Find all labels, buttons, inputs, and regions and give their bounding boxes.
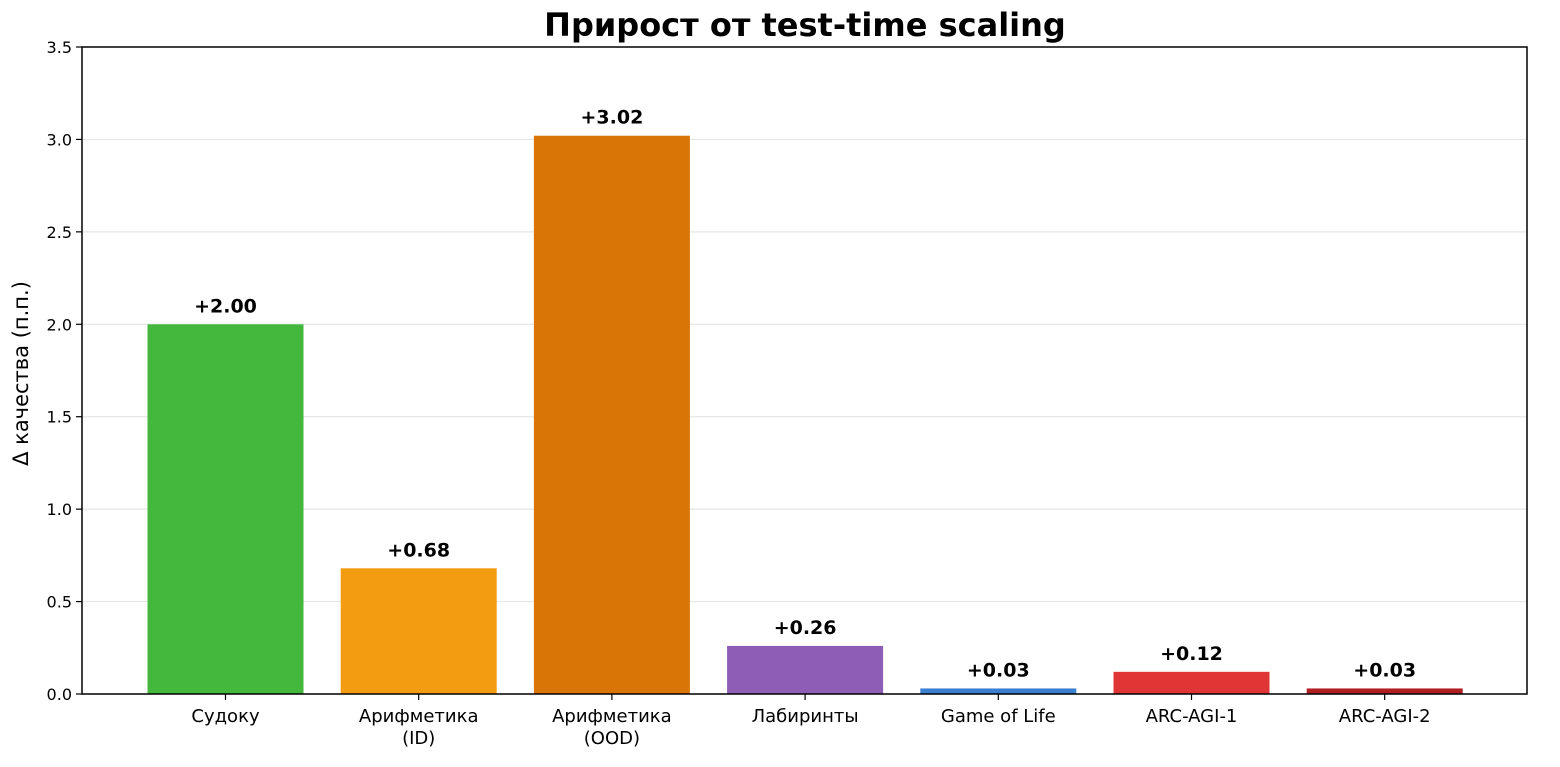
x-tick-label: Лабиринты	[752, 706, 859, 727]
bars	[147, 135, 1463, 694]
y-tick-label: 3.5	[47, 38, 72, 57]
x-tick-label-line: Арифметика	[359, 706, 479, 727]
x-tick-label: Game of Life	[941, 706, 1056, 727]
value-labels: +2.00 +0.68 +3.02 +0.26 +0.03 +0.12 +0.03	[194, 107, 1416, 682]
bar	[920, 688, 1077, 694]
x-tick-label-line: ARC-AGI-2	[1339, 706, 1431, 727]
y-axis-ticks: 0.0 0.5 1.0 1.5 2.0 2.5 3.0 3.5	[47, 38, 82, 704]
x-tick-label-line: ARC-AGI-1	[1146, 706, 1238, 727]
bar	[1113, 671, 1270, 694]
x-tick-label-line: Арифметика	[552, 706, 672, 727]
x-tick-label: ARC-AGI-1	[1146, 706, 1238, 727]
y-tick-label: 2.0	[47, 315, 72, 334]
x-tick-label: Арифметика (ID)	[359, 706, 479, 749]
data-label: +0.03	[1353, 659, 1416, 681]
bar	[727, 645, 884, 694]
chart-title: Прирост от test-time scaling	[544, 6, 1066, 44]
data-label: +0.68	[387, 539, 450, 561]
x-tick-label-line: Game of Life	[941, 706, 1056, 727]
x-tick-label: Судоку	[191, 706, 260, 727]
y-tick-label: 1.0	[47, 500, 72, 519]
x-tick-label-line: (ID)	[402, 728, 435, 749]
x-tick-label-line: Лабиринты	[752, 706, 859, 727]
y-tick-label: 3.0	[47, 130, 72, 149]
x-tick-label: ARC-AGI-2	[1339, 706, 1431, 727]
y-tick-label: 0.5	[47, 593, 72, 612]
y-tick-label: 1.5	[47, 408, 72, 427]
data-label: +3.02	[580, 107, 643, 129]
data-label: +0.26	[774, 617, 837, 639]
data-label: +0.03	[967, 659, 1030, 681]
bar	[147, 324, 304, 694]
x-axis-ticks: Судоку Арифметика (ID)Арифметика (OOD)Лабир…	[191, 694, 1431, 749]
grid-lines	[82, 138, 1527, 603]
y-tick-label: 2.5	[47, 223, 72, 242]
y-tick-label: 0.0	[47, 685, 72, 704]
x-tick-label: Арифметика (OOD)	[552, 706, 672, 749]
data-label: +0.12	[1160, 643, 1223, 665]
x-tick-label-line: Судоку	[191, 706, 260, 727]
bar	[1306, 688, 1463, 694]
x-tick-label-line: (OOD)	[584, 728, 640, 749]
y-axis-label: Δ качества (п.п.)	[9, 281, 33, 466]
bar	[533, 135, 690, 694]
bar	[340, 568, 497, 694]
data-label: +2.00	[194, 295, 257, 317]
